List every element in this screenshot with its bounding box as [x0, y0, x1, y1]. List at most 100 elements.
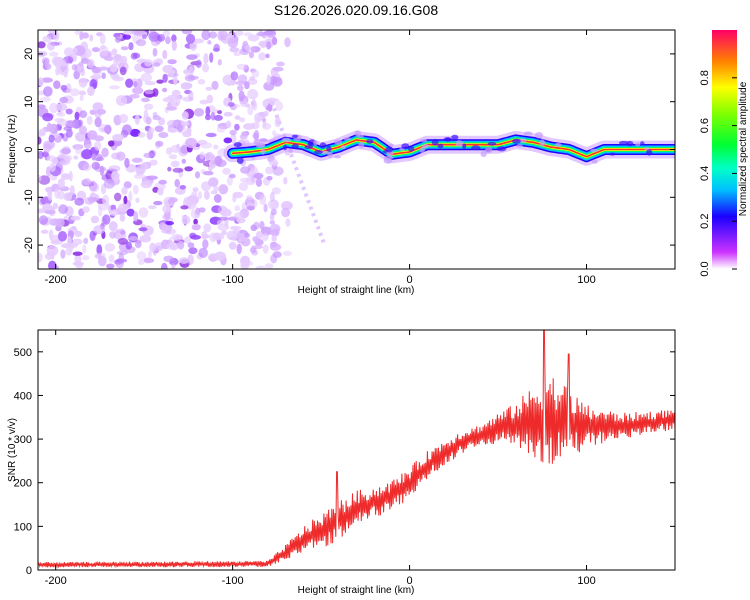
spectrogram-plot-area — [38, 30, 675, 269]
y-tick-label: 100 — [14, 521, 32, 533]
noise-speck — [265, 30, 277, 38]
ridge-speck — [334, 139, 343, 145]
noise-speck — [167, 59, 177, 65]
spectrogram-x-label: Height of straight line (km) — [298, 285, 415, 296]
noise-speck — [115, 258, 128, 263]
noise-speck — [119, 214, 126, 222]
noise-speck — [51, 265, 60, 269]
noise-speck — [74, 30, 81, 35]
noise-speck — [201, 231, 208, 240]
noise-speck — [189, 232, 197, 239]
noise-speck — [205, 114, 211, 121]
noise-speck — [96, 244, 103, 256]
noise-speck — [152, 115, 161, 121]
noise-speck — [156, 79, 164, 84]
noise-speck — [211, 154, 216, 165]
noise-speck — [144, 81, 156, 86]
noise-speck — [262, 122, 272, 130]
ridge-speck — [236, 157, 244, 164]
ridge-speck — [484, 147, 493, 154]
noise-speck — [74, 253, 82, 265]
noise-speck — [49, 51, 59, 57]
noise-speck — [180, 205, 189, 210]
noise-speck — [183, 69, 190, 75]
noise-speck — [94, 141, 102, 151]
noise-speck — [199, 151, 205, 160]
noise-speck — [237, 74, 248, 83]
noise-speck — [160, 262, 168, 269]
ridge-speck — [437, 143, 444, 149]
noise-speck — [38, 128, 44, 136]
noise-speck — [173, 76, 178, 86]
ridge-speck — [385, 146, 394, 153]
noise-speck — [65, 108, 73, 115]
noise-speck — [61, 59, 67, 68]
noise-speck — [68, 170, 73, 182]
noise-speck — [238, 182, 249, 191]
noise-speck — [131, 157, 143, 163]
noise-speck — [102, 214, 111, 225]
noise-speck — [115, 95, 128, 106]
noise-speck — [133, 211, 139, 222]
noise-speck — [89, 109, 97, 115]
noise-speck — [78, 90, 86, 96]
noise-speck — [65, 120, 76, 129]
noise-speck — [162, 30, 171, 37]
noise-speck — [38, 215, 49, 225]
noise-speck — [232, 229, 240, 236]
colorbar-tick-label: 0.0 — [699, 261, 711, 276]
noise-speck — [269, 223, 281, 234]
snr-panel: -200 -100 0 100 0 100 200 300 400 500 Height of … — [7, 329, 676, 596]
noise-speck — [209, 232, 217, 243]
noise-speck — [157, 187, 164, 196]
noise-speck — [38, 252, 43, 263]
noise-speck — [102, 195, 110, 206]
noise-speck — [213, 43, 220, 52]
noise-speck — [217, 59, 222, 66]
ridge-speck — [455, 140, 464, 147]
noise-speck — [269, 243, 282, 251]
noise-speck — [133, 173, 146, 179]
noise-speck — [41, 77, 53, 83]
colorbar: 0.0 0.2 0.4 0.6 0.8 Normalized spectral ampl… — [699, 30, 749, 277]
noise-speck — [57, 178, 65, 189]
noise-speck — [229, 47, 240, 53]
snr-series-line — [38, 330, 675, 569]
noise-speck — [55, 103, 68, 112]
faint-streak — [269, 101, 327, 246]
noise-speck — [221, 230, 227, 236]
noise-speck — [91, 161, 101, 170]
noise-speck — [266, 41, 272, 50]
noise-speck — [181, 111, 189, 120]
noise-speck — [203, 53, 209, 64]
noise-speck — [162, 49, 168, 60]
colorbar-tick-label: 0.4 — [699, 166, 711, 181]
noise-speck — [185, 33, 196, 44]
noise-speck — [259, 194, 267, 206]
noise-speck — [145, 116, 152, 125]
noise-speck — [271, 36, 278, 46]
spectrogram-y-axis: 20 10 0 -10 -20 — [23, 48, 675, 253]
ridge-speck — [388, 143, 394, 147]
noise-speck — [198, 191, 202, 200]
noise-speck — [165, 221, 174, 226]
noise-speck — [71, 64, 78, 71]
ridge-speck — [496, 146, 507, 152]
noise-speck — [138, 259, 145, 265]
noise-speck — [171, 263, 176, 269]
noise-speck — [49, 162, 56, 172]
noise-speck — [284, 37, 291, 48]
noise-speck — [181, 158, 186, 164]
noise-speck — [209, 52, 214, 63]
x-tick-label: 0 — [407, 575, 413, 587]
noise-speck — [188, 66, 194, 77]
x-tick-label: 100 — [577, 274, 595, 286]
noise-speck — [38, 208, 46, 214]
noise-speck — [90, 215, 100, 224]
noise-speck — [208, 177, 219, 188]
noise-speck — [101, 147, 109, 158]
ridge-speck — [327, 151, 333, 158]
noise-speck — [143, 103, 154, 110]
noise-speck — [73, 155, 79, 160]
noise-speck — [136, 251, 147, 261]
